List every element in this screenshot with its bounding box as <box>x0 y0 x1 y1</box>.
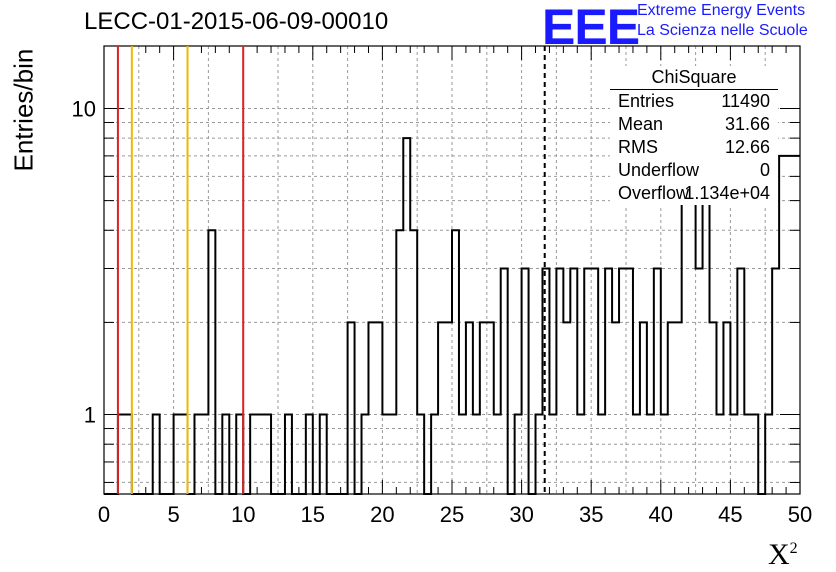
y-tick-label: 1 <box>84 403 96 428</box>
stats-value: 0 <box>759 160 770 180</box>
y-tick-label: 10 <box>72 96 96 121</box>
x-axis-label-base: X <box>768 538 790 571</box>
stats-key: Entries <box>618 91 675 111</box>
x-tick-label: 15 <box>301 502 325 527</box>
stats-box: ChiSquare Entries 11490 Mean 31.66 RMS 12.6… <box>610 66 778 205</box>
logo-line-1: Extreme Energy Events <box>637 2 806 19</box>
stats-row: Overflow 1.134e+04 <box>610 182 778 205</box>
logo-line-2: La Scienza nelle Scuole <box>637 22 808 39</box>
x-axis-label: X2 <box>768 538 798 572</box>
stats-key: Mean <box>618 114 664 134</box>
stats-row: RMS 12.66 <box>610 136 778 159</box>
x-axis-label-sup: 2 <box>789 540 798 557</box>
stats-value: 31.66 <box>724 114 770 134</box>
stats-row: Mean 31.66 <box>610 113 778 136</box>
stats-key: Underflow <box>618 160 700 180</box>
x-tick-label: 20 <box>370 502 394 527</box>
plot-title: LECC-01-2015-06-09-00010 <box>84 8 389 35</box>
x-tick-label: 5 <box>167 502 179 527</box>
eee-logo: EEE <box>542 0 640 55</box>
stats-value: 1.134e+04 <box>684 183 770 203</box>
x-tick-label: 35 <box>579 502 603 527</box>
x-tick-label: 25 <box>440 502 464 527</box>
x-tick-label: 50 <box>788 502 812 527</box>
stats-row: Underflow 0 <box>610 159 778 182</box>
stats-value: 11490 <box>721 91 770 111</box>
stats-value: 12.66 <box>724 137 770 157</box>
x-tick-label: 10 <box>231 502 255 527</box>
stats-key: RMS <box>618 137 658 157</box>
x-tick-label: 30 <box>509 502 533 527</box>
x-tick-label: 45 <box>718 502 742 527</box>
y-axis-label: Entries/bin <box>8 48 39 172</box>
x-tick-label: 0 <box>98 502 110 527</box>
x-tick-label: 40 <box>649 502 673 527</box>
stats-row: Entries 11490 <box>610 90 778 113</box>
stats-header: ChiSquare <box>610 66 778 90</box>
stats-key: Overflow <box>618 183 690 203</box>
